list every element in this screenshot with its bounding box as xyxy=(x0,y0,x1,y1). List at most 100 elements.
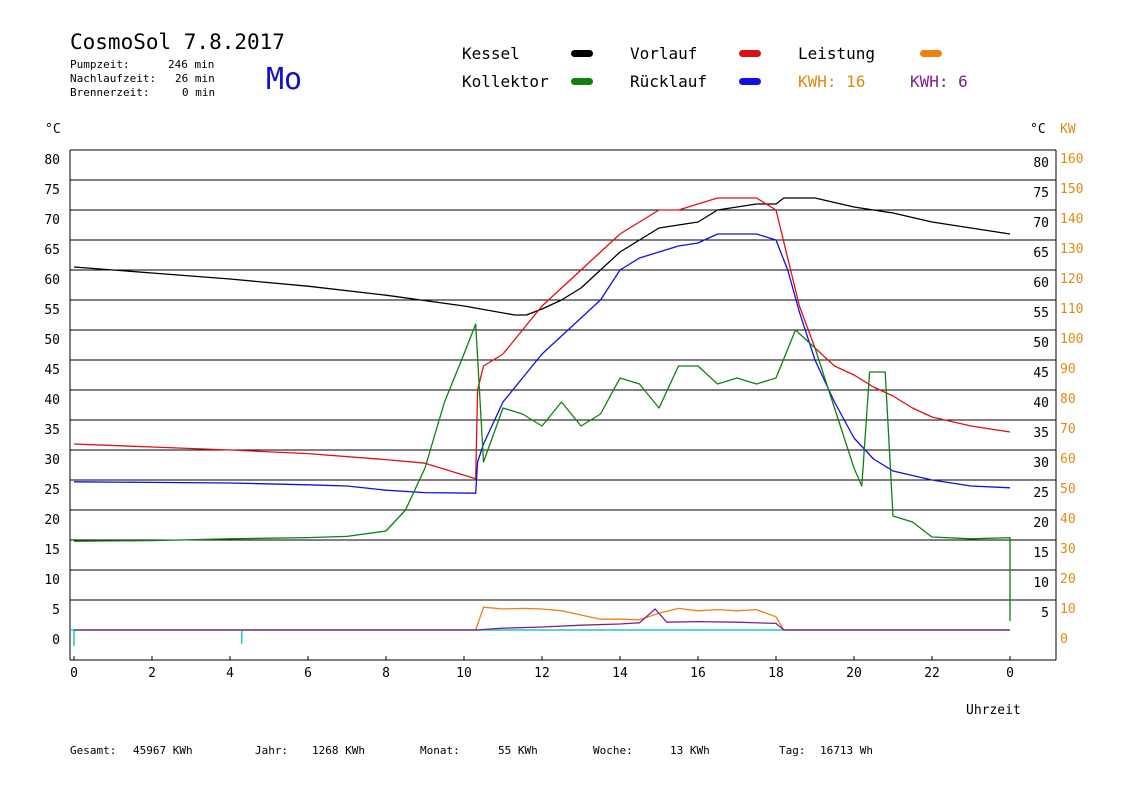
y-tick-power: 10 xyxy=(1060,602,1076,617)
footer-monat-value: 55 KWh xyxy=(498,744,538,757)
y-tick-right: 35 xyxy=(1033,426,1049,441)
y-tick-power: 70 xyxy=(1060,422,1076,437)
series-line-kessel xyxy=(73,197,1011,316)
y-tick-power: 30 xyxy=(1060,542,1076,557)
y-tick-left: 50 xyxy=(44,333,60,348)
y-tick-left: 15 xyxy=(44,543,60,558)
footer-woche-value: 13 KWh xyxy=(670,744,710,757)
y-tick-left: 5 xyxy=(52,603,60,618)
series-line-kwh xyxy=(74,608,1010,631)
y-tick-left: 60 xyxy=(44,273,60,288)
y-tick-power: 100 xyxy=(1060,332,1083,347)
y-tick-left: 40 xyxy=(44,393,60,408)
y-tick-right: 50 xyxy=(1033,336,1049,351)
y-tick-right: 15 xyxy=(1033,546,1049,561)
y-tick-right: 10 xyxy=(1033,576,1049,591)
legend-vorlauf-swatch xyxy=(739,50,761,57)
x-axis-label: Uhrzeit xyxy=(966,703,1021,718)
x-tick-label: 20 xyxy=(846,666,862,681)
y-tick-power: 150 xyxy=(1060,182,1083,197)
legend-kessel-label: Kessel xyxy=(462,44,520,63)
x-tick-label: 8 xyxy=(382,666,390,681)
series-line-kollektor xyxy=(73,323,1011,621)
y-tick-right: 65 xyxy=(1033,246,1049,261)
legend-kessel-swatch xyxy=(571,50,593,57)
footer-monat-label: Monat: xyxy=(420,744,460,757)
weekday-label: Mo xyxy=(266,62,303,97)
legend-kwh-power: KWH: 16 xyxy=(798,72,866,91)
y-tick-power: 50 xyxy=(1060,482,1076,497)
legend-vorlauf-label: Vorlauf xyxy=(630,44,698,63)
y-tick-left: 10 xyxy=(44,573,60,588)
y-tick-left: 30 xyxy=(44,453,60,468)
x-tick-label: 0 xyxy=(70,666,78,681)
y-tick-left: 0 xyxy=(52,633,60,648)
y-tick-power: 90 xyxy=(1060,362,1076,377)
footer-gesamt-value: 45967 KWh xyxy=(133,744,193,757)
footer-tag-label: Tag: xyxy=(779,744,806,757)
y-tick-right: 60 xyxy=(1033,276,1049,291)
legend-kollektor-swatch xyxy=(571,78,593,85)
y-tick-right: 25 xyxy=(1033,486,1049,501)
y-tick-power: 20 xyxy=(1060,572,1076,587)
series-line-vorlauf xyxy=(73,197,1011,480)
x-tick-label: 14 xyxy=(612,666,628,681)
x-tick-label: 6 xyxy=(304,666,312,681)
stat-label-brennerzeit: Brennerzeit: xyxy=(70,86,150,99)
y-tick-power: 60 xyxy=(1060,452,1076,467)
y-tick-left: 25 xyxy=(44,483,60,498)
y-tick-left: 55 xyxy=(44,303,60,318)
stat-value-brennerzeit: 0 min xyxy=(182,86,216,99)
y-tick-right: 40 xyxy=(1033,396,1049,411)
legend-ruecklauf-label: Rücklauf xyxy=(630,72,708,91)
y-tick-left: 35 xyxy=(44,423,60,438)
x-tick-label: 10 xyxy=(456,666,472,681)
series-line-rcklauf xyxy=(73,233,1011,494)
legend-kwh-energy: KWH: 6 xyxy=(910,72,968,91)
x-tick-label: 0 xyxy=(1006,666,1014,681)
footer-gesamt-label: Gesamt: xyxy=(70,744,117,757)
legend-leistung-swatch xyxy=(920,50,942,57)
y-tick-right: 30 xyxy=(1033,456,1049,471)
y-tick-power: 0 xyxy=(1060,632,1068,647)
stat-label-pumpzeit: Pumpzeit: xyxy=(70,58,130,71)
y-tick-left: 80 xyxy=(44,153,60,168)
y-tick-left: 65 xyxy=(44,243,60,258)
y-tick-power: 130 xyxy=(1060,242,1083,257)
stat-value-nachlaufzeit: 26 min xyxy=(175,72,215,85)
x-tick-label: 4 xyxy=(226,666,234,681)
y-axis-left-label: °C xyxy=(45,122,61,137)
y-tick-power: 40 xyxy=(1060,512,1076,527)
x-tick-label: 22 xyxy=(924,666,940,681)
y-tick-power: 80 xyxy=(1060,392,1076,407)
y-tick-right: 20 xyxy=(1033,516,1049,531)
y-axis-power-label: KW xyxy=(1060,122,1076,137)
y-tick-power: 160 xyxy=(1060,152,1083,167)
stat-label-nachlaufzeit: Nachlaufzeit: xyxy=(70,72,157,85)
x-tick-label: 16 xyxy=(690,666,706,681)
y-tick-right: 80 xyxy=(1033,156,1049,171)
series-line-leistung xyxy=(74,606,1010,631)
y-tick-left: 45 xyxy=(44,363,60,378)
footer-jahr-value: 1268 KWh xyxy=(312,744,365,757)
y-tick-left: 70 xyxy=(44,213,60,228)
legend-kollektor-label: Kollektor xyxy=(462,72,549,91)
y-tick-right: 5 xyxy=(1041,606,1049,621)
footer-tag-value: 16713 Wh xyxy=(820,744,873,757)
y-tick-left: 20 xyxy=(44,513,60,528)
chart-title: CosmoSol 7.8.2017 xyxy=(70,30,285,54)
y-tick-left: 75 xyxy=(44,183,60,198)
legend-ruecklauf-swatch xyxy=(739,78,761,85)
x-tick-label: 18 xyxy=(768,666,784,681)
y-tick-power: 120 xyxy=(1060,272,1083,287)
x-tick-label: 2 xyxy=(148,666,156,681)
legend-leistung-label: Leistung xyxy=(798,44,876,63)
y-tick-right: 70 xyxy=(1033,216,1049,231)
y-tick-right: 45 xyxy=(1033,366,1049,381)
footer-woche-label: Woche: xyxy=(593,744,633,757)
y-tick-right: 75 xyxy=(1033,186,1049,201)
footer-jahr-label: Jahr: xyxy=(255,744,289,757)
y-tick-power: 140 xyxy=(1060,212,1083,227)
y-tick-right: 55 xyxy=(1033,306,1049,321)
